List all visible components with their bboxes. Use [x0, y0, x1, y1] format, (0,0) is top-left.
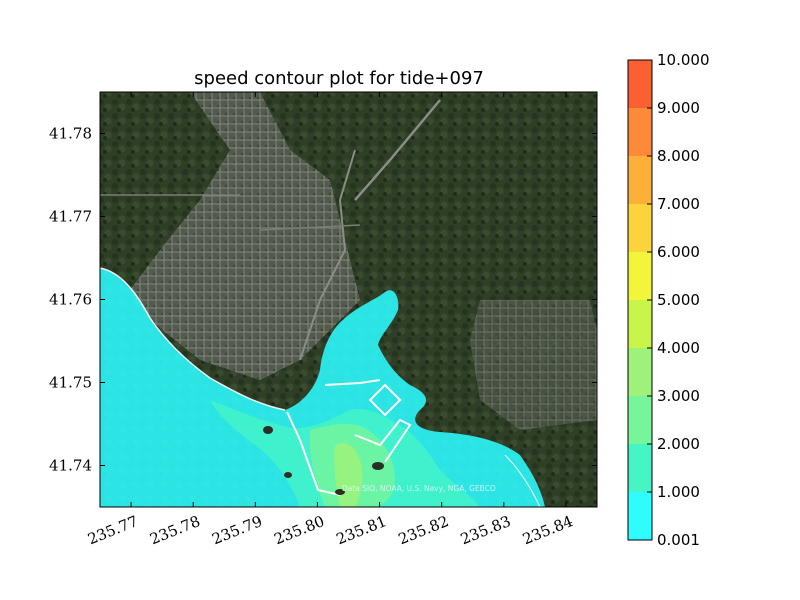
rock [263, 426, 273, 434]
x-tick-label: 235.83 [458, 512, 513, 548]
x-tick-label: 235.79 [209, 512, 264, 548]
colorbar-label: 1.000 [657, 483, 700, 501]
x-tick-label: 235.84 [520, 512, 575, 548]
speed-band-0 [100, 268, 545, 507]
colorbar-label: 7.000 [657, 195, 700, 213]
colorbar-label: 2.000 [657, 435, 700, 453]
jetty-west [286, 411, 341, 496]
colorbar-segment [628, 252, 652, 300]
east-settlement [470, 300, 597, 430]
x-tick-label: 235.78 [147, 512, 202, 548]
colorbar: 0.001 1.000 2.000 3.000 4.000 5.000 6.000 7.000… [627, 51, 710, 549]
east-shore [504, 454, 541, 507]
colorbar-segment [628, 156, 652, 204]
colorbar-segment [628, 60, 652, 108]
jetty-north [324, 379, 381, 386]
y-tick-label: 41.78 [49, 125, 92, 143]
colorbar-segment [628, 348, 652, 396]
rock [284, 472, 292, 478]
colorbar-label: 6.000 [657, 243, 700, 261]
colorbar-label: 3.000 [657, 387, 700, 405]
chart-title: speed contour plot for tide+097 [194, 68, 484, 89]
colorbar-segment [628, 492, 652, 540]
x-tick-label: 235.80 [272, 512, 327, 548]
colorbar-segment [628, 396, 652, 444]
x-tick-label: 235.81 [334, 512, 389, 548]
colorbar-label: 9.000 [657, 99, 700, 117]
y-tick-label: 41.75 [49, 374, 92, 392]
rock [335, 489, 345, 495]
highway [354, 99, 441, 201]
colorbar-segment [628, 204, 652, 252]
rock [372, 462, 384, 470]
y-axis: 41.74 41.75 41.76 41.77 41.78 [49, 125, 597, 475]
x-tick-label: 235.82 [396, 512, 451, 548]
y-tick-label: 41.74 [49, 457, 92, 475]
road-minor [100, 194, 361, 231]
town-area [130, 92, 360, 380]
colorbar-segment [628, 300, 652, 348]
x-tick-label: 235.77 [85, 512, 140, 548]
harbor-dock [354, 418, 412, 463]
colorbar-label: 5.000 [657, 291, 700, 309]
colorbar-label: 4.000 [657, 339, 700, 357]
colorbar-label: 10.000 [657, 51, 710, 69]
colorbar-label: 8.000 [657, 147, 700, 165]
colorbar-segment [628, 444, 652, 492]
y-tick-label: 41.76 [49, 291, 92, 309]
coastline [100, 267, 286, 411]
y-tick-label: 41.77 [49, 208, 92, 226]
colorbar-label: 0.001 [657, 531, 700, 549]
road [299, 149, 356, 361]
plot-area: Data SIO, NOAA, U.S. Navy, NGA, GEBCO [100, 92, 597, 507]
harbor-breakwater [368, 383, 402, 417]
map-attribution: Data SIO, NOAA, U.S. Navy, NGA, GEBCO [342, 484, 496, 493]
colorbar-segment [628, 108, 652, 156]
